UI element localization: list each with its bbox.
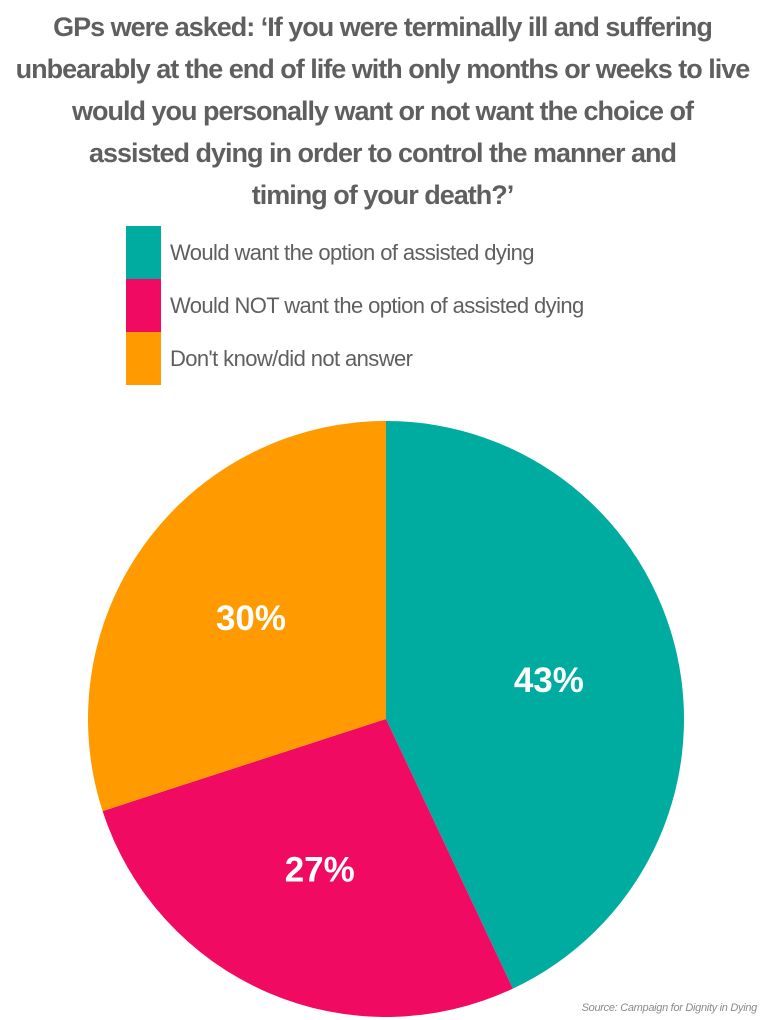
pie-slice-not-want — [102, 719, 513, 1017]
legend-item-dont-know: Don't know/did not answer — [126, 332, 584, 385]
source-note: Source: Campaign for Dignity in Dying — [581, 1002, 758, 1014]
legend-label-dont-know: Don't know/did not answer — [170, 345, 413, 371]
pie-slice-dont-know — [87, 421, 387, 812]
legend-swatch-dont-know — [126, 332, 161, 385]
pie-labels: 43% 27% 30% — [216, 599, 584, 889]
legend-item-not-want: Would NOT want the option of assisted dy… — [126, 279, 584, 332]
slice-label-want: 43% — [514, 661, 584, 700]
pie-slices — [87, 421, 684, 1017]
legend-label-not-want: Would NOT want the option of assisted dy… — [170, 292, 584, 318]
pie-slice-want — [386, 421, 684, 989]
legend-swatch-want — [126, 226, 161, 279]
legend-label-want: Would want the option of assisted dying — [170, 239, 534, 265]
legend-item-want: Would want the option of assisted dying — [126, 226, 584, 279]
legend-swatch-not-want — [126, 279, 161, 332]
chart-title: GPs were asked: ‘If you were terminally … — [15, 12, 751, 210]
legend: Would want the option of assisted dying … — [126, 226, 584, 385]
slice-label-not-want: 27% — [285, 850, 355, 889]
slice-label-dont-know: 30% — [216, 599, 286, 638]
